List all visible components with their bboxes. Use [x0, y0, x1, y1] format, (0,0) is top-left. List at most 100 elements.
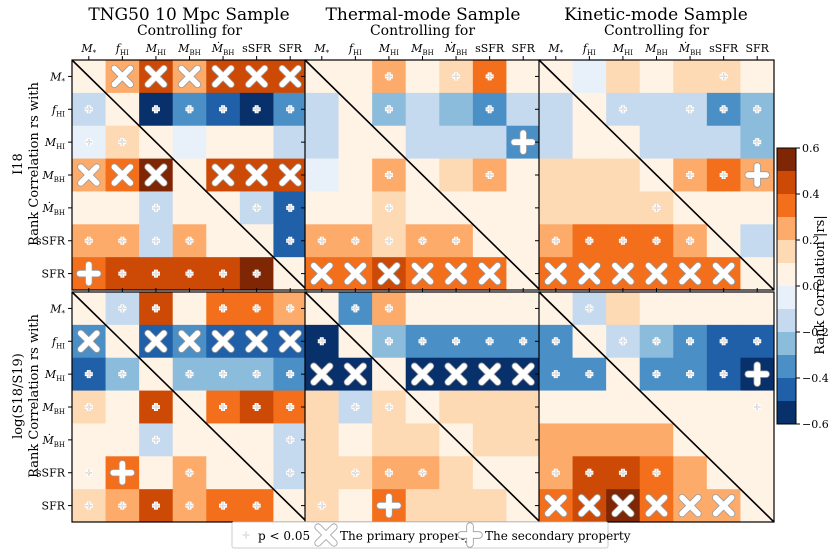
colorbar-segment [777, 378, 796, 402]
heatmap-cell [740, 224, 775, 258]
heatmap-cell [639, 292, 674, 326]
heatmap-cell [139, 456, 174, 490]
p-value-marker [384, 304, 393, 313]
heatmap-cell [606, 390, 641, 424]
panel-1: Controlling for M* fHI MHI MBH ṀBH sSFR SFR M* fH… [36, 23, 308, 291]
p-value-marker [84, 501, 93, 510]
p-value-marker [219, 105, 228, 114]
colorbar-segment [777, 309, 796, 333]
p-value-marker [618, 236, 627, 245]
primary-marker [611, 493, 635, 518]
p-value-marker [485, 105, 494, 114]
p-value-marker [84, 138, 93, 147]
diagonal-line [538, 291, 775, 523]
row-label-top-line1: I18 [11, 153, 26, 175]
colorbar-segment [777, 263, 796, 287]
heatmap-cell [439, 456, 474, 490]
colorbar-segment [777, 332, 796, 356]
heatmap-cell [572, 158, 607, 192]
p-value-marker [219, 304, 228, 313]
x-tick-label: SFR [745, 42, 769, 55]
y-tick-label: MHI [44, 136, 65, 151]
p-value-marker [219, 501, 228, 510]
colorbar-segment [777, 194, 796, 218]
heatmap-cell [539, 92, 574, 127]
heatmap-cell [472, 292, 507, 326]
p-value-marker [84, 370, 93, 379]
heatmap-cell [305, 92, 340, 127]
p-value-marker [286, 304, 295, 313]
diagonal-line [304, 291, 541, 523]
primary-marker [144, 329, 168, 353]
legend-p-marker [242, 531, 250, 539]
p-value-marker [686, 236, 695, 245]
secondary-marker [376, 492, 402, 519]
y-tick-label: MBH [41, 169, 65, 184]
x-tick-label: fHI [115, 42, 129, 57]
p-value-marker [252, 370, 261, 379]
panel-3: Controlling for M* fHI MHI MBH ṀBH sSFR SFR [535, 23, 775, 291]
p-value-marker [485, 72, 494, 81]
p-value-marker [84, 236, 93, 245]
heatmap-cell [439, 92, 474, 127]
heatmap-cell [439, 390, 474, 424]
primary-marker [511, 362, 535, 386]
primary-marker [577, 261, 601, 286]
primary-marker [211, 163, 235, 187]
p-value-marker [317, 501, 326, 510]
heatmap-cell [506, 292, 541, 326]
p-value-marker [719, 72, 728, 81]
colorbar-tick-label: −0.4 [802, 372, 829, 385]
heatmap-cell [305, 423, 340, 457]
p-value-marker [384, 468, 393, 477]
primary-marker [478, 261, 502, 286]
heatmap-cell [673, 125, 708, 160]
heatmap-cell [506, 60, 541, 94]
p-value-marker [286, 236, 295, 245]
heatmap-cell [506, 191, 541, 225]
legend-plus-marker [457, 522, 483, 548]
primary-marker [678, 261, 702, 286]
p-value-marker [286, 435, 295, 444]
heatmap-cell [72, 423, 107, 457]
colorbar-tick-label: 0.6 [802, 142, 820, 155]
p-value-marker [252, 501, 261, 510]
heatmap-cell [673, 60, 708, 94]
colorbar: 0.6 0.4 0.2 0.0 −0.2 −0.4 −0.6 [776, 142, 829, 431]
p-value-marker [286, 370, 295, 379]
row-label-top-line2: Rank Correlation rs with [27, 82, 42, 246]
x-tick-label: MBH [644, 42, 668, 57]
x-tick-label: MBH [410, 42, 434, 57]
p-value-marker [151, 269, 160, 278]
p-value-marker [485, 337, 494, 346]
p-value-marker [753, 403, 762, 412]
p-value-marker [118, 304, 127, 313]
primary-marker [278, 329, 302, 353]
p-value-marker [719, 370, 728, 379]
y-tick-label: ṀBH [41, 433, 65, 449]
p-value-marker [118, 138, 127, 147]
x-tick-label: fHI [582, 42, 596, 57]
primary-marker [343, 362, 367, 386]
p-value-marker [118, 370, 127, 379]
legend-big-x-label: The primary property [340, 529, 472, 543]
x-tick-label: sSFR [475, 42, 505, 55]
primary-marker [245, 329, 269, 353]
secondary-marker [744, 361, 770, 387]
heatmap-cell [305, 456, 340, 490]
legend-x-marker [314, 523, 338, 547]
p-value-marker [585, 468, 594, 477]
primary-marker [278, 64, 302, 89]
primary-marker [310, 261, 334, 286]
primary-marker [77, 163, 101, 187]
heatmap-cell [539, 423, 574, 457]
heatmap-cell [706, 191, 741, 225]
primary-marker [544, 493, 568, 518]
p-value-marker [151, 105, 160, 114]
p-value-marker [286, 105, 295, 114]
p-value-marker [351, 403, 360, 412]
x-tick-label: ṀBH [444, 41, 468, 57]
heatmap-cell [206, 224, 241, 258]
heatmap-cell [539, 390, 574, 424]
